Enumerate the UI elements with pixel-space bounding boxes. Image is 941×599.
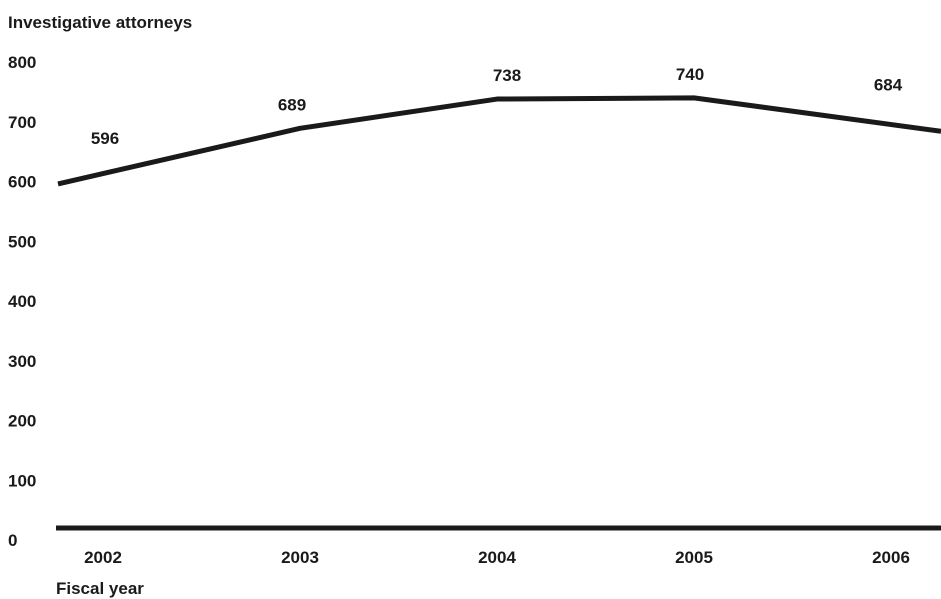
y-tick-label: 800 bbox=[8, 53, 36, 72]
data-label: 684 bbox=[874, 75, 903, 94]
data-label: 596 bbox=[91, 129, 119, 148]
series-line bbox=[57, 95, 941, 187]
y-tick-label: 400 bbox=[8, 292, 36, 311]
y-axis-title: Investigative attorneys bbox=[8, 13, 192, 32]
data-labels: 596 689 738 740 684 bbox=[91, 65, 903, 148]
data-label: 740 bbox=[676, 65, 704, 84]
x-tick-label: 2004 bbox=[478, 548, 516, 567]
data-label: 738 bbox=[493, 66, 521, 85]
y-tick-label: 100 bbox=[8, 471, 36, 490]
x-tick-label: 2002 bbox=[84, 548, 122, 567]
x-axis-title: Fiscal year bbox=[56, 579, 144, 598]
x-tick-label: 2003 bbox=[281, 548, 319, 567]
y-tick-label: 700 bbox=[8, 113, 36, 132]
x-axis-ticks: 2002 2003 2004 2005 2006 bbox=[84, 548, 910, 567]
x-tick-label: 2005 bbox=[675, 548, 713, 567]
data-label: 689 bbox=[278, 95, 306, 114]
y-tick-label: 0 bbox=[8, 531, 17, 550]
y-tick-label: 300 bbox=[8, 352, 36, 371]
y-tick-label: 600 bbox=[8, 173, 36, 192]
y-tick-label: 200 bbox=[8, 412, 36, 431]
y-tick-label: 500 bbox=[8, 232, 36, 251]
y-axis-ticks: 0 100 200 300 400 500 600 700 800 bbox=[8, 53, 36, 550]
x-tick-label: 2006 bbox=[872, 548, 910, 567]
